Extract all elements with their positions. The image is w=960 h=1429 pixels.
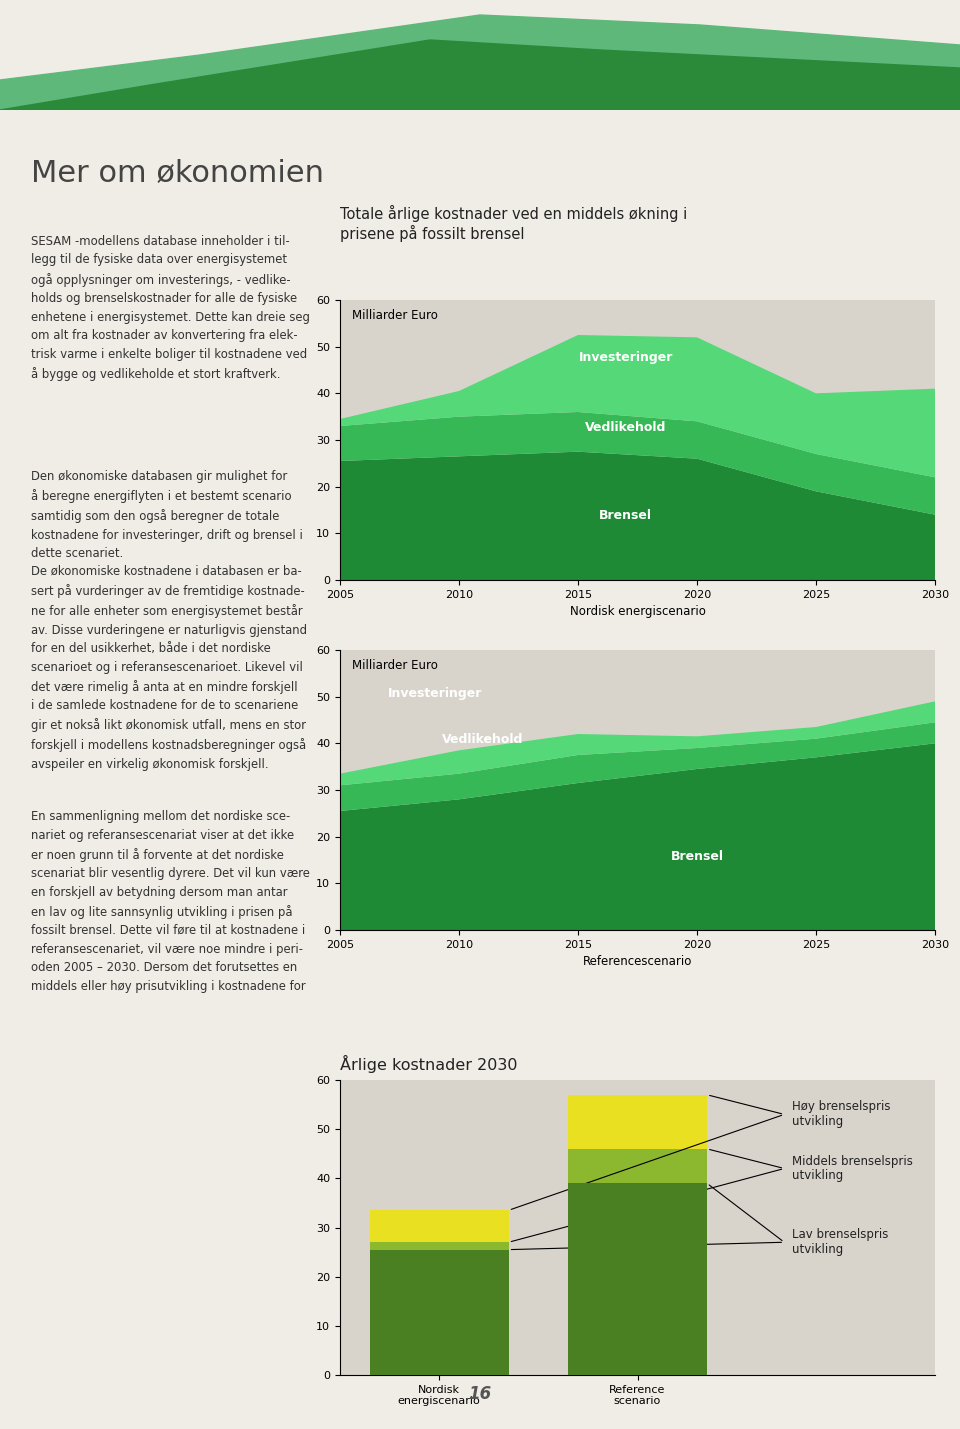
Text: Milliarder Euro: Milliarder Euro bbox=[352, 309, 438, 323]
Bar bbox=[568, 1183, 707, 1375]
Text: Årlige kostnader 2030: Årlige kostnader 2030 bbox=[340, 1055, 517, 1073]
Text: Vedlikehold: Vedlikehold bbox=[443, 733, 523, 746]
Polygon shape bbox=[0, 14, 960, 110]
Text: SESAM -modellens database inneholder i til-
legg til de fysiske data over energi: SESAM -modellens database inneholder i t… bbox=[31, 234, 309, 380]
X-axis label: Nordisk energiscenario: Nordisk energiscenario bbox=[569, 606, 706, 619]
Bar bbox=[370, 1249, 509, 1375]
Bar bbox=[568, 1095, 707, 1375]
Text: Vedlikehold: Vedlikehold bbox=[585, 420, 666, 433]
Text: Investeringer: Investeringer bbox=[579, 350, 673, 363]
Bar bbox=[370, 1242, 509, 1375]
Text: Investeringer: Investeringer bbox=[388, 687, 482, 700]
Text: Høy brenselspris
utvikling: Høy brenselspris utvikling bbox=[792, 1100, 891, 1129]
Polygon shape bbox=[0, 40, 960, 110]
Text: Mer om økonomien: Mer om økonomien bbox=[31, 159, 324, 187]
Text: Totale årlige kostnader ved en middels økning i
prisene på fossilt brensel: Totale årlige kostnader ved en middels ø… bbox=[340, 204, 687, 242]
Text: 16: 16 bbox=[468, 1385, 492, 1403]
Text: Middels brenselspris
utvikling: Middels brenselspris utvikling bbox=[792, 1155, 913, 1183]
Text: Den økonomiske databasen gir mulighet for
å beregne energiflyten i et bestemt sc: Den økonomiske databasen gir mulighet fo… bbox=[31, 470, 302, 560]
Text: Brensel: Brensel bbox=[599, 509, 652, 523]
Text: Lav brenselspris
utvikling: Lav brenselspris utvikling bbox=[792, 1229, 889, 1256]
Text: Milliarder Euro: Milliarder Euro bbox=[352, 659, 438, 672]
Bar bbox=[370, 1210, 509, 1375]
Text: En sammenligning mellom det nordiske sce-
nariet og referansescenariat viser at : En sammenligning mellom det nordiske sce… bbox=[31, 810, 309, 993]
X-axis label: Referencescenario: Referencescenario bbox=[583, 955, 692, 969]
Text: Brensel: Brensel bbox=[670, 850, 724, 863]
Text: De økonomiske kostnadene i databasen er ba-
sert på vurderinger av de fremtidige: De økonomiske kostnadene i databasen er … bbox=[31, 564, 307, 770]
Bar bbox=[568, 1149, 707, 1375]
